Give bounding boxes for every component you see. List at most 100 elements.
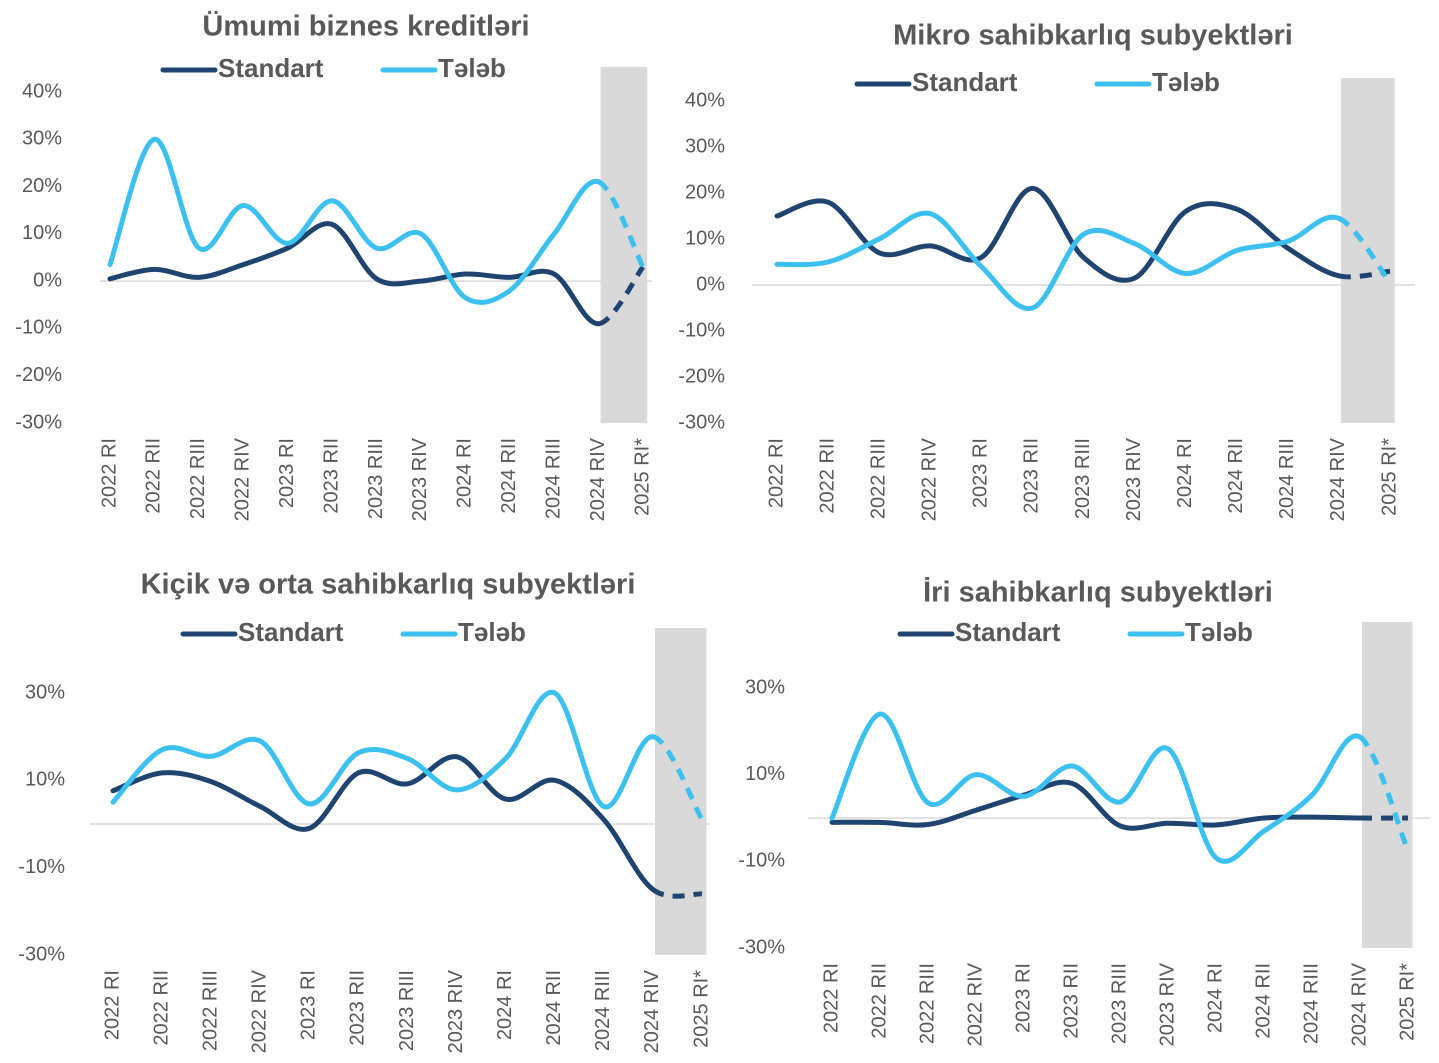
legend-label: Tələb <box>438 53 506 83</box>
x-tick-label: 2022 RI <box>98 438 120 508</box>
x-tick-label: 2024 RIII <box>1300 963 1322 1044</box>
x-tick-label: 2022 RII <box>816 438 838 514</box>
y-tick-label: 30% <box>22 128 62 150</box>
series-line <box>829 711 1363 864</box>
x-tick-label: 2023 RIV <box>1123 437 1145 521</box>
x-tick-label: 2023 RIV <box>445 969 467 1053</box>
x-tick-label: 2022 RIV <box>232 437 254 521</box>
legend-label: Standart <box>238 617 344 647</box>
y-tick-label: -10% <box>678 319 725 341</box>
legend-label: Tələb <box>458 617 526 647</box>
y-tick-label: -30% <box>678 411 725 433</box>
y-tick-label: -30% <box>738 936 785 958</box>
x-tick-label: 2022 RIII <box>867 438 889 519</box>
x-tick-label: 2022 RIII <box>199 970 221 1051</box>
legend-label: Tələb <box>1152 67 1220 97</box>
y-tick-label: 40% <box>685 89 725 111</box>
x-tick-label: 2023 RIV <box>409 437 431 521</box>
series-line <box>829 779 1363 831</box>
y-tick-label: -10% <box>738 850 785 872</box>
forecast-line <box>1358 734 1411 852</box>
x-tick-label: 2022 RIV <box>919 437 941 521</box>
x-tick-label: 2024 RIV <box>1348 962 1370 1046</box>
x-tick-label: 2023 RIII <box>1072 438 1094 519</box>
y-tick-label: 40% <box>22 80 62 102</box>
x-tick-label: 2023 RIII <box>1108 963 1130 1044</box>
x-tick-label: 2023 RII <box>1060 963 1082 1039</box>
x-tick-label: 2023 RI <box>970 438 992 508</box>
series-line <box>774 210 1342 312</box>
y-tick-label: 30% <box>685 135 725 157</box>
x-tick-label: 2024 RIII <box>542 438 564 519</box>
x-tick-label: 2022 RIII <box>187 438 209 519</box>
x-tick-label: 2025 RI* <box>631 438 653 516</box>
x-tick-label: 2024 RII <box>1252 963 1274 1039</box>
series-line <box>110 689 656 810</box>
x-tick-label: 2023 RIV <box>1156 962 1178 1046</box>
forecast-shade <box>654 628 707 955</box>
forecast-line <box>1338 268 1391 280</box>
y-tick-label: 10% <box>745 763 785 785</box>
legend-label: Standart <box>955 617 1061 647</box>
series-line <box>107 136 602 305</box>
y-tick-label: -30% <box>15 411 62 433</box>
y-tick-label: -20% <box>15 364 62 386</box>
x-tick-label: 2023 RI <box>1012 963 1034 1033</box>
x-tick-label: 2024 RIV <box>587 437 609 521</box>
x-tick-label: 2024 RIV <box>1327 437 1349 521</box>
y-tick-label: 20% <box>685 181 725 203</box>
forecast-line <box>1337 215 1393 285</box>
series-line <box>110 754 656 892</box>
x-tick-label: 2022 RII <box>150 970 172 1046</box>
x-tick-label: 2023 RII <box>320 438 342 514</box>
x-tick-label: 2024 RIII <box>1276 438 1298 519</box>
x-tick-label: 2024 RII <box>1225 438 1247 514</box>
chart-title: Kiçik və orta sahibkarlıq subyektləri <box>141 569 636 601</box>
x-tick-label: 2024 RI <box>494 970 516 1040</box>
x-tick-label: 2022 RI <box>820 963 842 1033</box>
y-tick-label: 30% <box>25 681 65 703</box>
x-tick-label: 2024 RIII <box>592 970 614 1051</box>
x-tick-label: 2023 RII <box>347 970 369 1046</box>
chart-title: Mikro sahibkarlıq subyektləri <box>893 20 1293 52</box>
x-tick-label: 2025 RI* <box>1396 963 1418 1041</box>
y-tick-label: 10% <box>22 222 62 244</box>
series-line <box>107 221 602 327</box>
forecast-line <box>597 265 646 327</box>
forecast-line <box>651 887 703 899</box>
x-tick-label: 2023 RI <box>298 970 320 1040</box>
x-tick-label: 2023 RIII <box>396 970 418 1051</box>
y-tick-label: 30% <box>745 676 785 698</box>
y-tick-label: -30% <box>18 943 65 965</box>
legend-label: Standart <box>218 53 324 83</box>
chart-title: İri sahibkarlıq subyektləri <box>923 577 1273 609</box>
x-tick-label: 2024 RII <box>543 970 565 1046</box>
x-tick-label: 2025 RI* <box>1378 438 1400 516</box>
y-tick-label: 10% <box>685 227 725 249</box>
x-tick-label: 2022 RIII <box>916 963 938 1044</box>
legend-label: Standart <box>912 67 1018 97</box>
x-tick-label: 2024 RI <box>454 438 476 508</box>
y-tick-label: 0% <box>33 269 62 291</box>
forecast-shade <box>600 67 648 423</box>
x-tick-label: 2024 RII <box>498 438 520 514</box>
x-tick-label: 2024 RIV <box>641 969 663 1053</box>
x-tick-label: 2025 RI* <box>690 970 712 1048</box>
chart-title: Ümumi biznes kreditləri <box>202 10 529 43</box>
x-tick-label: 2022 RII <box>143 438 165 514</box>
forecast-line <box>651 734 705 821</box>
x-tick-label: 2024 RI <box>1174 438 1196 508</box>
x-tick-label: 2023 RI <box>276 438 298 508</box>
legend-label: Tələb <box>1185 617 1253 647</box>
y-tick-label: 0% <box>696 273 725 295</box>
x-tick-label: 2023 RIII <box>365 438 387 519</box>
x-tick-label: 2022 RIV <box>249 969 271 1053</box>
x-tick-label: 2023 RII <box>1021 438 1043 514</box>
series-line <box>774 185 1342 283</box>
y-tick-label: -10% <box>15 317 62 339</box>
y-tick-label: 10% <box>25 769 65 791</box>
y-tick-label: 20% <box>22 175 62 197</box>
x-tick-label: 2024 RI <box>1204 963 1226 1033</box>
y-tick-label: -10% <box>18 856 65 878</box>
